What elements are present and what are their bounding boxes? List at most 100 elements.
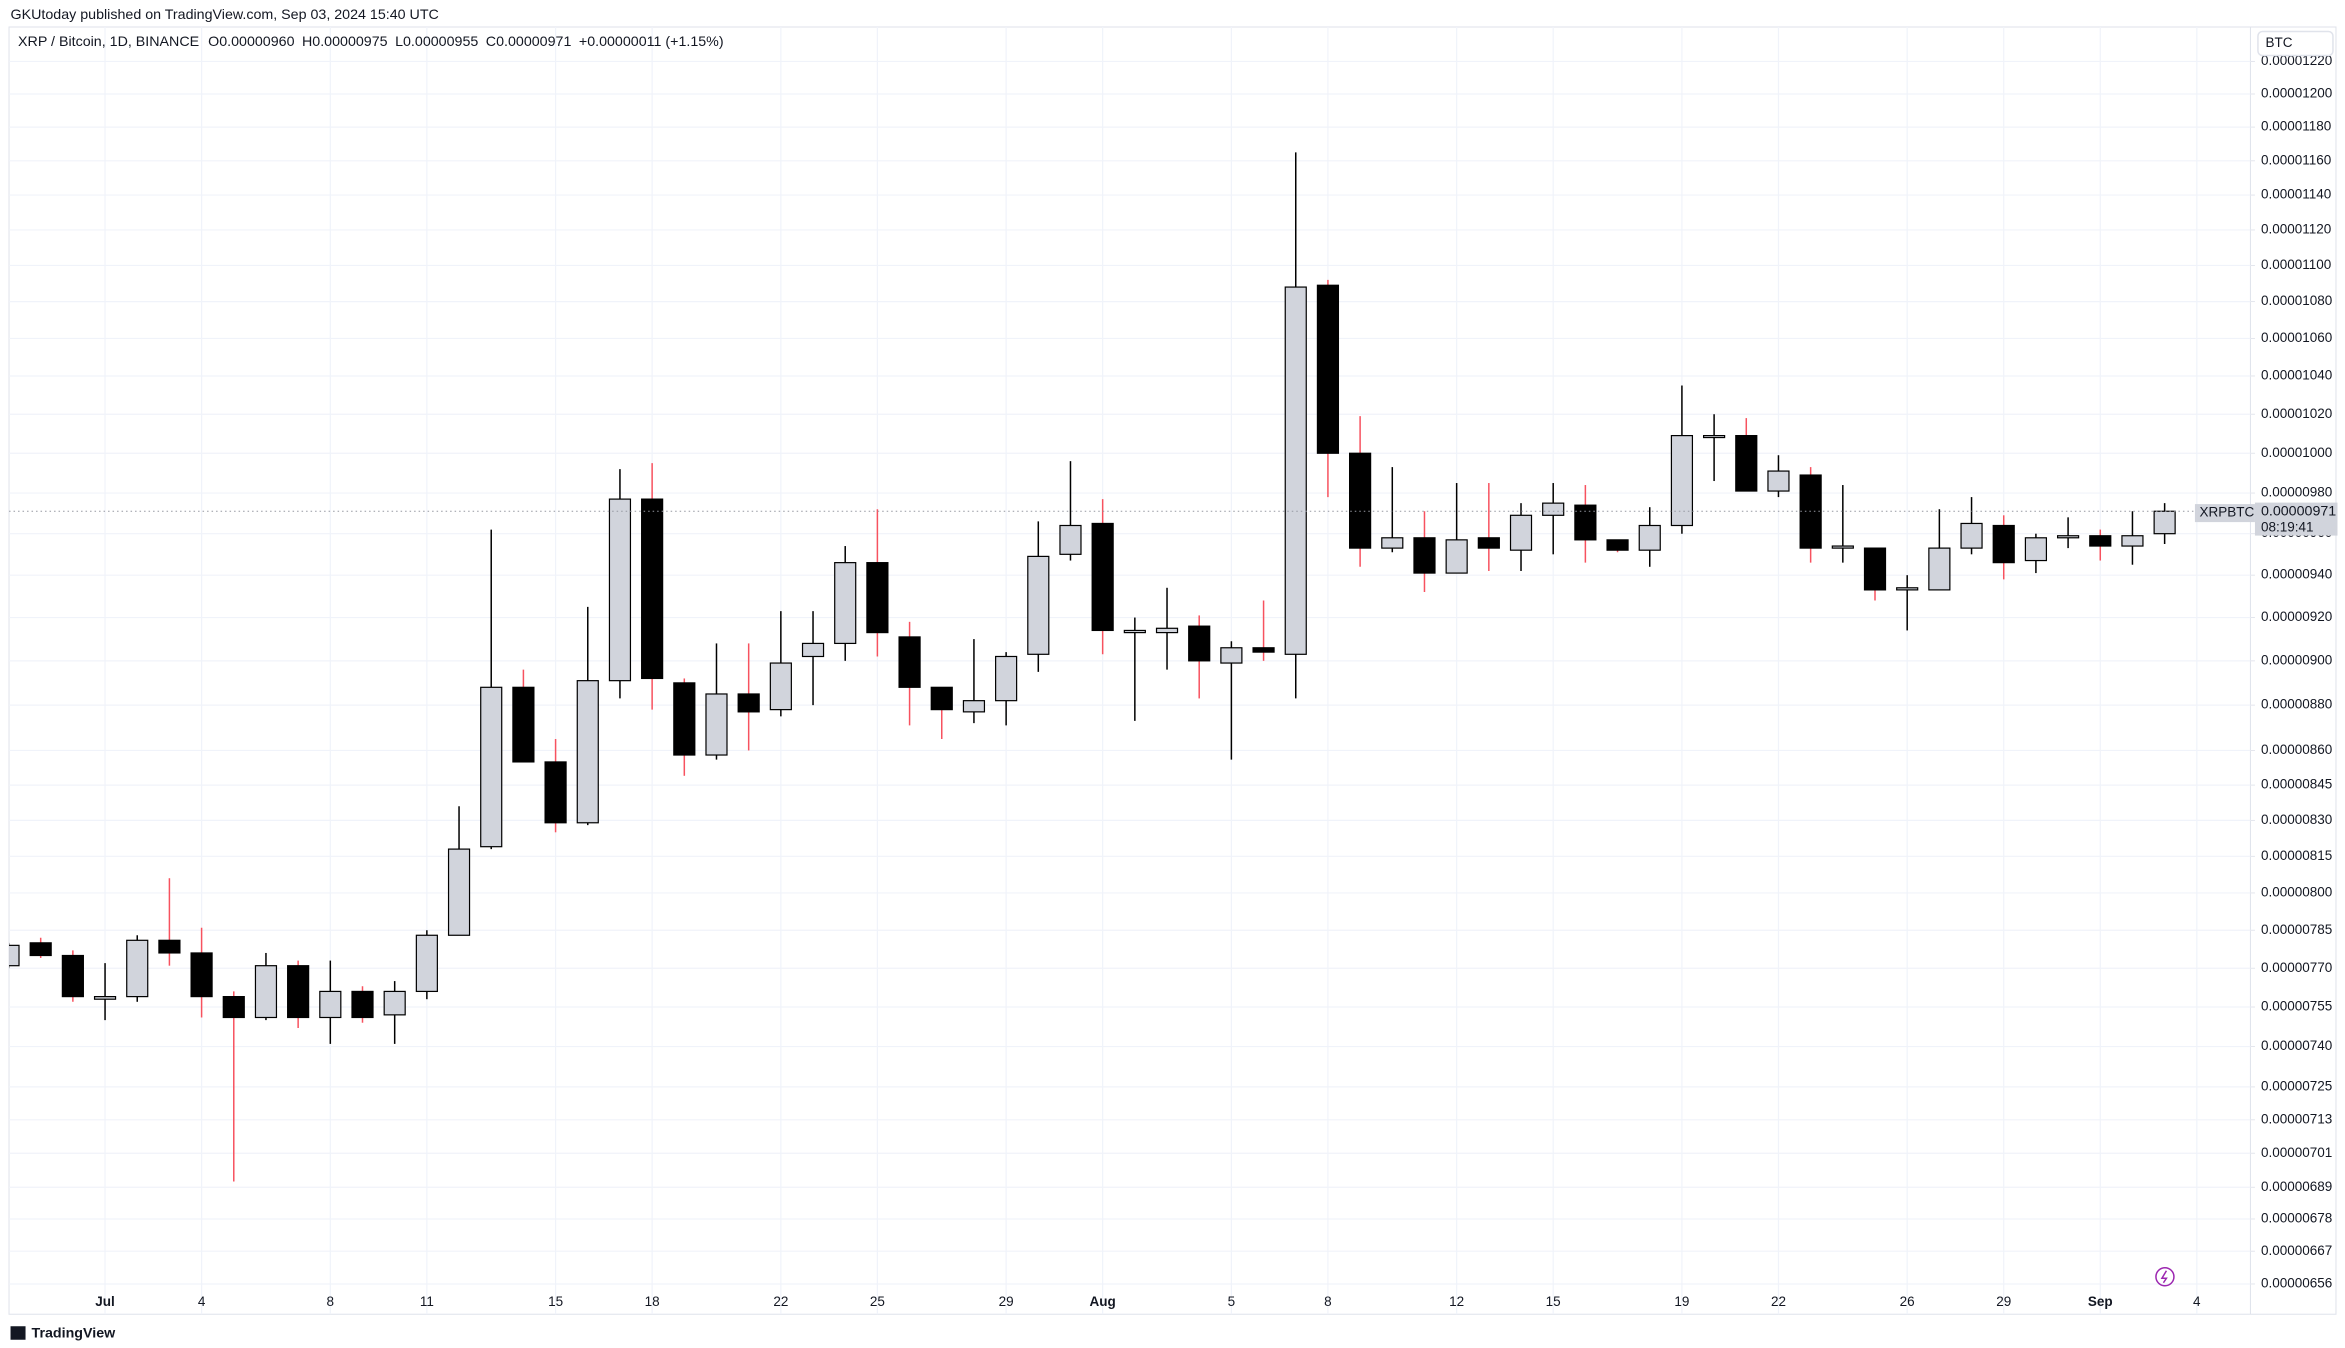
candle-body bbox=[126, 939, 149, 998]
x-tick-label: 29 bbox=[999, 1294, 1014, 1309]
candle-body bbox=[1091, 522, 1114, 632]
y-tick-label: 0.00001180 bbox=[2261, 119, 2331, 134]
brand: TradingView bbox=[32, 1326, 117, 1342]
candle-body bbox=[1413, 537, 1436, 574]
candle-body bbox=[1831, 545, 1854, 549]
candle-body bbox=[673, 682, 696, 756]
candle-body bbox=[1155, 627, 1179, 634]
symbol-header: XRP / Bitcoin, 1D, BINANCE O0.00000960 H0.… bbox=[18, 34, 724, 50]
y-tick-label: 0.00001160 bbox=[2261, 152, 2331, 167]
candle-body bbox=[2024, 537, 2048, 562]
x-tick-label: 11 bbox=[420, 1294, 434, 1309]
price-label: XRPBTC 0.00000971 08:19:41 bbox=[2194, 502, 2338, 536]
candle-body bbox=[1059, 524, 1082, 555]
ticker: XRPBTC bbox=[2199, 505, 2254, 520]
candle-body bbox=[93, 996, 117, 1000]
candle-body bbox=[1863, 547, 1887, 591]
y-tick-label: 0.00000880 bbox=[2261, 697, 2332, 712]
y-tick-label: 0.00000920 bbox=[2261, 609, 2332, 624]
y-tick-label: 0.00000678 bbox=[2261, 1211, 2332, 1226]
candle-body bbox=[1027, 555, 1050, 655]
x-tick-label: 29 bbox=[1996, 1294, 2011, 1309]
candle-body bbox=[2121, 535, 2144, 547]
candle-body bbox=[1606, 539, 1629, 551]
candle-body bbox=[801, 642, 825, 658]
y-tick-label: 0.00001020 bbox=[2261, 406, 2332, 421]
candle-body bbox=[2056, 535, 2080, 539]
y-tick-label: 0.00001220 bbox=[2261, 53, 2332, 68]
y-tick-label: 0.00000740 bbox=[2261, 1038, 2332, 1053]
candle-body bbox=[222, 996, 245, 1019]
candle-body bbox=[1445, 539, 1468, 574]
y-tick-label: 0.00000656 bbox=[2261, 1276, 2332, 1291]
candle-body bbox=[512, 686, 535, 763]
x-tick-label: 12 bbox=[1449, 1294, 1464, 1309]
candle-body bbox=[2089, 535, 2112, 547]
x-tick-label: 8 bbox=[1324, 1294, 1332, 1309]
x-tick-label: 26 bbox=[1900, 1294, 1915, 1309]
currency-box[interactable] bbox=[2257, 30, 2334, 57]
y-tick-label: 0.00000770 bbox=[2261, 960, 2332, 975]
candle-body bbox=[447, 848, 471, 936]
candle-body bbox=[1735, 434, 1758, 492]
candle-body bbox=[641, 498, 664, 680]
candle-body bbox=[1702, 434, 1726, 439]
candle-body bbox=[1509, 514, 1533, 551]
currency[interactable]: BTC bbox=[2265, 35, 2292, 50]
y-tick-label: 0.00000785 bbox=[2261, 922, 2332, 937]
candle-body bbox=[1670, 434, 1694, 527]
candle-body bbox=[9, 944, 20, 967]
countdown: 08:19:41 bbox=[2261, 520, 2314, 535]
candle-body bbox=[995, 655, 1018, 702]
x-tick-label: 15 bbox=[1546, 1294, 1561, 1309]
x-tick-label: 25 bbox=[870, 1294, 885, 1309]
y-tick-label: 0.00000725 bbox=[2261, 1078, 2332, 1093]
candle-body bbox=[1992, 524, 2015, 564]
candle-body bbox=[1542, 502, 1565, 516]
candle-body bbox=[962, 700, 986, 713]
change-value: +0.00000011 (+1.15%) bbox=[579, 34, 724, 50]
y-tick-label: 0.00001080 bbox=[2261, 293, 2332, 308]
close-value: C0.00000971 bbox=[486, 34, 572, 50]
candle-body bbox=[1638, 524, 1661, 551]
candle-body bbox=[1896, 587, 1919, 591]
candle-body bbox=[576, 680, 599, 824]
open-value: O0.00000960 bbox=[208, 34, 294, 50]
x-tick-label: 4 bbox=[198, 1294, 206, 1309]
y-tick-label: 0.00001200 bbox=[2261, 86, 2332, 101]
y-tick-label: 0.00000667 bbox=[2261, 1243, 2332, 1258]
candle-body bbox=[190, 952, 213, 998]
y-tick-label: 0.00001040 bbox=[2261, 368, 2332, 383]
candle-body bbox=[319, 990, 342, 1019]
y-tick-label: 0.00000755 bbox=[2261, 999, 2332, 1014]
candle-body bbox=[866, 562, 889, 634]
candle-body bbox=[1767, 470, 1790, 492]
x-tick-label: 15 bbox=[548, 1294, 563, 1309]
x-tick-label: 22 bbox=[1771, 1294, 1786, 1309]
y-tick-label: 0.00000860 bbox=[2261, 742, 2332, 757]
candle-body bbox=[705, 693, 728, 756]
candle-body bbox=[1349, 452, 1372, 549]
candle-body bbox=[737, 693, 760, 713]
candle-body bbox=[287, 965, 310, 1019]
candle-body bbox=[1960, 522, 1983, 549]
y-tick-label: 0.00001000 bbox=[2261, 445, 2332, 460]
y-tick-label: 0.00001120 bbox=[2261, 222, 2331, 237]
candle-body bbox=[1381, 537, 1404, 549]
brand-logo bbox=[10, 1326, 26, 1340]
y-tick-label: 0.00001140 bbox=[2261, 187, 2331, 202]
alert-bolt bbox=[2160, 1270, 2168, 1284]
candle-body bbox=[2153, 510, 2176, 535]
x-tick-label: 22 bbox=[773, 1294, 788, 1309]
candle-body bbox=[1123, 629, 1146, 634]
candles bbox=[9, 152, 2251, 1182]
x-tick-label: 18 bbox=[645, 1294, 660, 1309]
candle-body bbox=[480, 686, 503, 848]
y-tick-label: 0.00000701 bbox=[2261, 1145, 2332, 1160]
x-tick-label: Jul bbox=[95, 1294, 115, 1309]
x-tick-label: 8 bbox=[327, 1294, 335, 1309]
candle-body bbox=[608, 498, 632, 682]
alert-icon[interactable] bbox=[2155, 1266, 2175, 1287]
